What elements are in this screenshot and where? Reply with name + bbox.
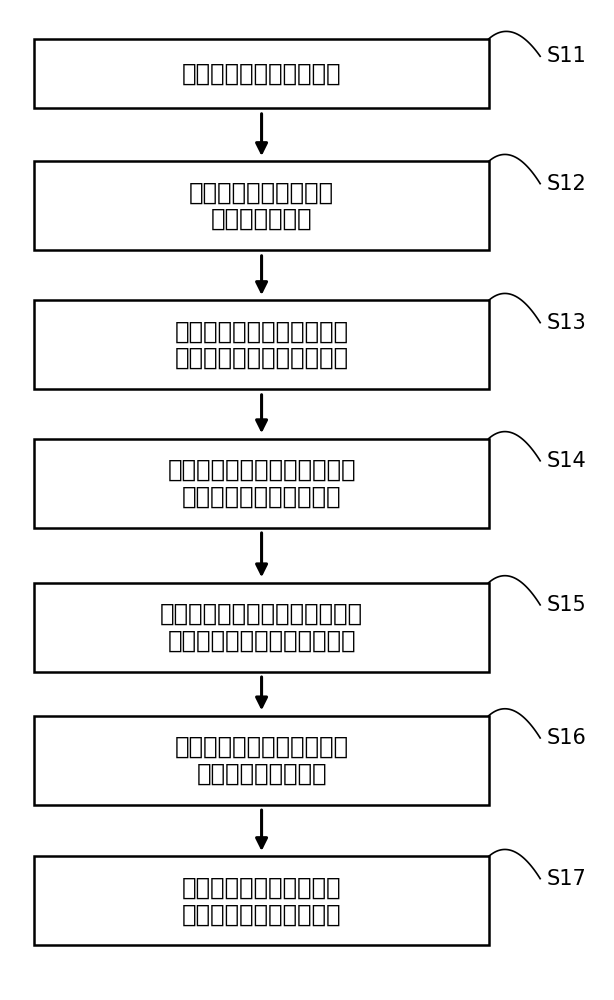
Text: 采用已训练的多故障分类器: 采用已训练的多故障分类器 xyxy=(174,735,349,759)
Bar xyxy=(34,856,489,945)
Text: 采用拉普拉斯分值对复合多: 采用拉普拉斯分值对复合多 xyxy=(174,320,349,344)
Bar xyxy=(34,583,489,672)
Text: 体的工作状态和故障类型: 体的工作状态和故障类型 xyxy=(182,902,341,926)
Text: 尺度排列熵值进行特征降维: 尺度排列熵值进行特征降维 xyxy=(174,346,349,370)
Text: S11: S11 xyxy=(546,46,586,66)
Text: 测取故障物体的振动信号: 测取故障物体的振动信号 xyxy=(182,62,341,86)
Text: S15: S15 xyxy=(546,595,586,615)
Text: 从振动信号中提取复合: 从振动信号中提取复合 xyxy=(189,181,334,205)
Text: S14: S14 xyxy=(546,451,586,471)
Bar xyxy=(34,439,489,528)
Text: 采用多个训练样本对基于支持向: 采用多个训练样本对基于支持向 xyxy=(160,602,363,626)
Bar xyxy=(34,716,489,805)
Text: S16: S16 xyxy=(546,728,586,748)
Text: 量机的多故障分类器进行训练: 量机的多故障分类器进行训练 xyxy=(168,628,356,652)
Bar xyxy=(34,161,489,250)
Bar xyxy=(34,300,489,389)
Text: 多尺度排列熵值: 多尺度排列熵值 xyxy=(211,207,313,231)
Bar xyxy=(34,39,489,108)
Text: 将降维的故障特征值分为多个: 将降维的故障特征值分为多个 xyxy=(168,458,356,482)
Text: 根据分类结果识别故障物: 根据分类结果识别故障物 xyxy=(182,876,341,900)
Text: S17: S17 xyxy=(546,869,586,889)
Text: S13: S13 xyxy=(546,313,586,333)
Text: 训练样本和多个测试样本: 训练样本和多个测试样本 xyxy=(182,484,341,508)
Text: S12: S12 xyxy=(546,174,586,194)
Text: 对测试样本进行分类: 对测试样本进行分类 xyxy=(196,762,327,786)
